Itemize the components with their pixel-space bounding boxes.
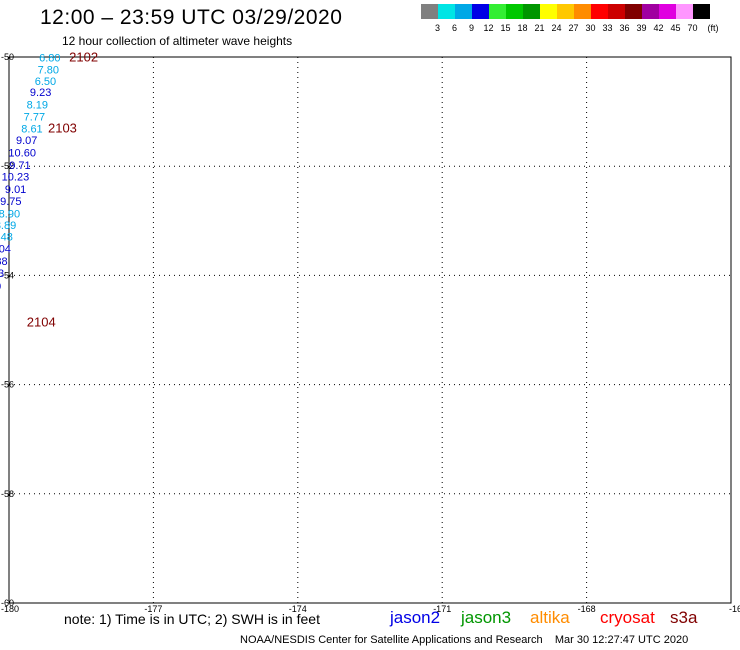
- longitude-tick-label: -177: [144, 604, 162, 614]
- satellite-s3a: s3a: [670, 608, 698, 627]
- legend-swatch: [523, 4, 540, 19]
- legend-swatch: [472, 4, 489, 19]
- legend-swatch: [574, 4, 591, 19]
- longitude-tick-label: -171: [433, 604, 451, 614]
- legend-swatch: [659, 4, 676, 19]
- legend-swatch: [591, 4, 608, 19]
- latitude-tick-label: -60: [1, 598, 14, 608]
- legend-label: 33: [602, 23, 613, 33]
- legend-swatch: [489, 4, 506, 19]
- wave-height-label: 11.39: [0, 281, 1, 293]
- wave-height-label: 6.50: [35, 76, 56, 88]
- legend-label: 3: [434, 23, 440, 33]
- latitude-tick-label: -52: [1, 161, 14, 171]
- wave-height-label: 8.90: [0, 209, 20, 221]
- legend-label: 39: [636, 23, 647, 33]
- wave-height-label: 6.80: [39, 53, 60, 65]
- latitude-tick-label: -56: [1, 380, 14, 390]
- longitude-tick-label: -16: [729, 604, 740, 614]
- legend-label: 27: [568, 23, 579, 33]
- wave-height-label: 9.48: [0, 232, 13, 244]
- legend-label: 45: [670, 23, 681, 33]
- map-frame: [8, 56, 732, 604]
- legend-label: 21: [534, 23, 545, 33]
- wave-height-label: 10.60: [8, 148, 36, 160]
- wave-height-label: 10.88: [0, 256, 8, 268]
- legend-label: 15: [500, 23, 511, 33]
- footer-credit: NOAA/NESDIS Center for Satellite Applica…: [240, 634, 688, 646]
- legend-swatch: [540, 4, 557, 19]
- wave-height-label: 9.75: [0, 196, 21, 208]
- page-title: 12:00 – 23:59 UTC 03/29/2020: [40, 6, 343, 29]
- legend-swatch: [676, 4, 693, 19]
- legend-label: 70: [687, 23, 698, 33]
- legend-swatch: [557, 4, 574, 19]
- satellite-jason2: jason2: [390, 608, 441, 627]
- footer-note: note: 1) Time is in UTC; 2) SWH is in fe…: [64, 611, 320, 627]
- longitude-tick-label: -180: [1, 604, 19, 614]
- wave-height-label: 11.53: [0, 268, 4, 280]
- wave-height-label: 9.71: [9, 160, 30, 172]
- time-label: 2102: [69, 50, 98, 65]
- legend-label: 30: [585, 23, 596, 33]
- legend-unit: (ft): [707, 23, 719, 33]
- satellite-jason3: jason3: [461, 608, 512, 627]
- credit-text: NOAA/NESDIS Center for Satellite Applica…: [240, 634, 543, 646]
- legend-swatch: [642, 4, 659, 19]
- satellite-cryosat: cryosat: [600, 608, 655, 627]
- wave-height-label: 8.61: [21, 124, 42, 136]
- latitude-tick-label: -58: [1, 489, 14, 499]
- legend-label: 18: [517, 23, 528, 33]
- credit-timestamp: Mar 30 12:27:47 UTC 2020: [554, 634, 689, 646]
- legend-swatch: [693, 4, 710, 19]
- legend-swatch: [625, 4, 642, 19]
- legend-label: 12: [483, 23, 494, 33]
- wave-height-label: 9.23: [30, 87, 51, 99]
- wave-height-label: 10.23: [2, 172, 30, 184]
- time-label: 2103: [48, 121, 77, 136]
- legend-label: 42: [653, 23, 664, 33]
- legend-swatch: [455, 4, 472, 19]
- legend-label: 36: [619, 23, 630, 33]
- latitude-tick-label: -50: [1, 52, 14, 62]
- wave-height-label: 9.07: [16, 135, 37, 147]
- legend-swatch: [421, 4, 438, 19]
- page-subtitle: 12 hour collection of altimeter wave hei…: [62, 34, 293, 48]
- legend-swatch: [506, 4, 523, 19]
- wave-height-label: 9.01: [5, 184, 26, 196]
- legend-label: 6: [451, 23, 457, 33]
- longitude-tick-label: -174: [289, 604, 307, 614]
- satellite-altika: altika: [530, 608, 570, 627]
- time-label: 2104: [27, 314, 56, 329]
- longitude-tick-label: -168: [578, 604, 596, 614]
- latitude-tick-label: -54: [1, 270, 14, 280]
- wave-height-label: 7.80: [38, 65, 59, 77]
- legend-label: 9: [468, 23, 474, 33]
- legend-swatch: [438, 4, 455, 19]
- wave-height-label: 7.77: [24, 112, 45, 124]
- legend-label: 24: [551, 23, 562, 33]
- wave-height-label: 8.89: [0, 220, 16, 232]
- legend-swatch: [608, 4, 625, 19]
- wave-height-label: 8.19: [27, 100, 48, 112]
- wave-height-label: 9.04: [0, 244, 11, 256]
